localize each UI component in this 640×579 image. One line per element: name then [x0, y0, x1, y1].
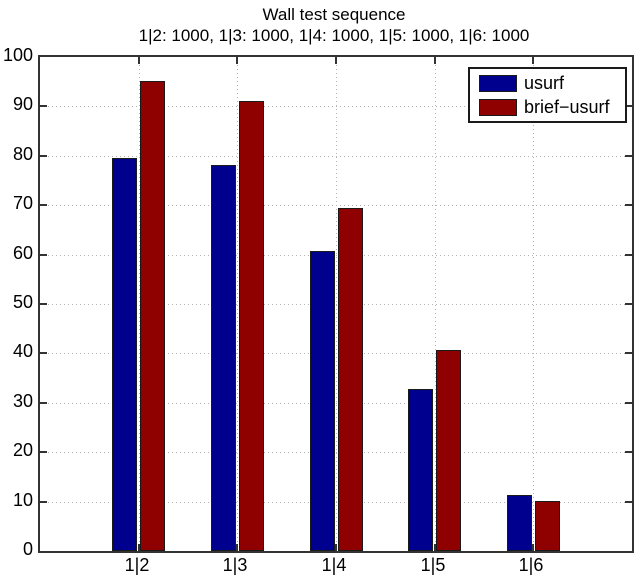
- tick-left-90: [40, 105, 47, 108]
- y-tick-label-100: 100: [2, 45, 33, 65]
- bar-brief−usurf-1|4: [338, 208, 363, 551]
- x-tick-label-1|5: 1|5: [420, 555, 446, 575]
- tick-right-70: [625, 204, 632, 207]
- tick-right-80: [625, 154, 632, 157]
- gridline-x-1|3: [237, 57, 238, 551]
- tick-left-20: [40, 451, 47, 454]
- bar-brief−usurf-1|6: [535, 501, 560, 551]
- tick-right-50: [625, 303, 632, 305]
- title-block: Wall test sequence 1|2: 1000, 1|3: 1000,…: [38, 4, 630, 46]
- tick-top-1|3: [236, 57, 238, 64]
- y-tick-label-0: 0: [22, 539, 33, 559]
- tick-top-1|5: [434, 57, 436, 64]
- tick-bottom-1|4: [335, 544, 337, 551]
- tick-top-1|6: [532, 57, 534, 64]
- y-tick-label-10: 10: [12, 489, 33, 510]
- bar-usurf-1|6: [507, 495, 532, 551]
- x-tick-label-1|3: 1|3: [222, 555, 248, 575]
- tick-left-70: [40, 204, 47, 207]
- tick-bottom-1|6: [532, 544, 534, 551]
- tick-right-40: [625, 352, 632, 355]
- bar-brief−usurf-1|5: [436, 350, 461, 551]
- bar-brief−usurf-1|2: [140, 81, 165, 551]
- gridline-x-1|4: [336, 57, 337, 551]
- tick-bottom-1|2: [138, 544, 140, 551]
- tick-bottom-1|5: [434, 544, 436, 551]
- legend-label-brief−usurf: brief−usurf: [524, 97, 610, 117]
- chart-subtitle: 1|2: 1000, 1|3: 1000, 1|4: 1000, 1|5: 10…: [138, 26, 530, 45]
- legend-label-usurf: usurf: [524, 73, 565, 93]
- tick-top-1|2: [138, 57, 140, 64]
- bar-usurf-1|2: [112, 158, 137, 551]
- bar-usurf-1|3: [211, 165, 236, 551]
- y-tick-label-30: 30: [12, 390, 33, 411]
- legend-swatch-usurf: [479, 74, 517, 92]
- tick-left-40: [40, 352, 47, 355]
- x-tick-label-1|4: 1|4: [321, 555, 347, 575]
- y-tick-label-50: 50: [12, 292, 33, 312]
- tick-right-20: [625, 451, 632, 454]
- y-tick-label-80: 80: [12, 143, 33, 164]
- tick-left-80: [40, 154, 47, 157]
- y-tick-label-60: 60: [12, 242, 33, 263]
- y-tick-label-70: 70: [12, 193, 33, 214]
- gridline-x-1|6: [533, 57, 534, 551]
- legend: usurf brief−usurf: [468, 67, 627, 123]
- y-tick-label-90: 90: [12, 94, 33, 115]
- gridline-x-1|5: [435, 57, 436, 551]
- tick-top-1|4: [335, 57, 337, 64]
- x-tick-label-1|6: 1|6: [518, 555, 544, 575]
- legend-item-usurf: usurf: [470, 73, 625, 93]
- tick-right-30: [625, 401, 632, 404]
- tick-right-10: [625, 500, 632, 503]
- gridline-x-1|2: [139, 57, 140, 551]
- legend-swatch-brief−usurf: [479, 98, 517, 116]
- chart-title: Wall test sequence: [262, 5, 406, 24]
- y-tick-label-20: 20: [12, 440, 33, 461]
- tick-left-50: [40, 303, 47, 305]
- legend-item-brief−usurf: brief−usurf: [470, 97, 625, 117]
- tick-left-30: [40, 401, 47, 404]
- x-tick-label-1|2: 1|2: [124, 555, 150, 575]
- tick-left-10: [40, 500, 47, 503]
- tick-left-60: [40, 253, 47, 256]
- y-tick-label-40: 40: [12, 341, 33, 362]
- bar-brief−usurf-1|3: [239, 101, 264, 551]
- bar-usurf-1|4: [310, 251, 335, 551]
- plot-area: [38, 55, 634, 553]
- tick-bottom-1|3: [236, 544, 238, 551]
- bar-usurf-1|5: [408, 389, 433, 551]
- tick-right-60: [625, 253, 632, 256]
- tick-right-90: [625, 105, 632, 108]
